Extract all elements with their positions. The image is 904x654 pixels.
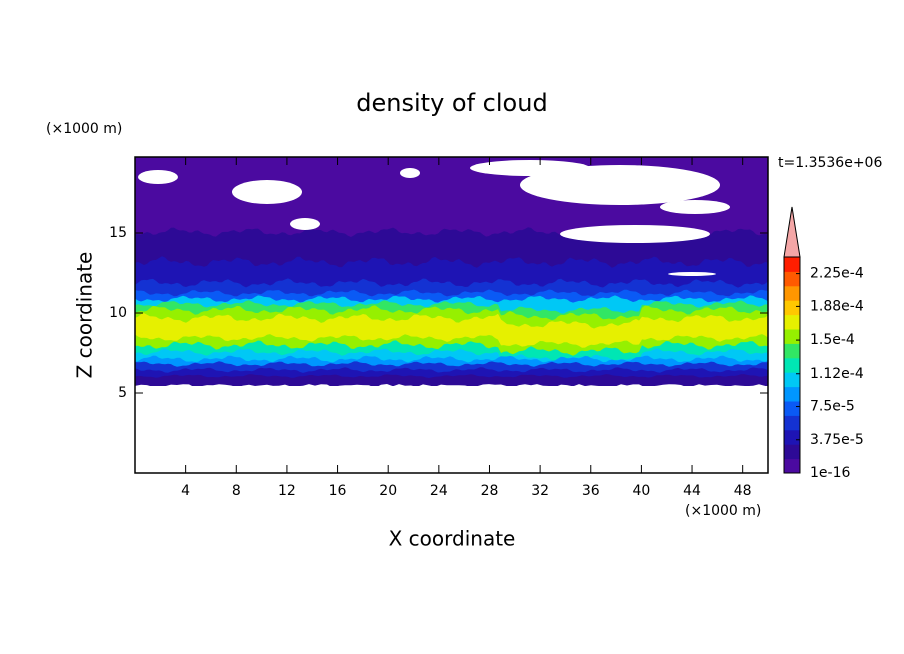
x-tick-label: 44 [683, 483, 701, 499]
colorbar-swatch [784, 357, 800, 373]
x-tick-label: 36 [582, 483, 600, 499]
colorbar-tick-label: 7.5e-5 [810, 399, 855, 415]
x-tick-label: 8 [232, 483, 241, 499]
y-tick-label: 10 [109, 305, 127, 321]
colorbar-swatch [784, 300, 800, 316]
empty-patch [290, 218, 320, 230]
colorbar-tick-label: 1e-16 [810, 465, 850, 481]
empty-region [135, 384, 768, 473]
empty-patch [560, 225, 710, 243]
colorbar-tick-label: 1.5e-4 [810, 332, 855, 348]
colorbar-swatch [784, 429, 800, 445]
empty-patch [660, 200, 730, 214]
plot-frame [134, 156, 769, 474]
colorbar-tick-label: 1.12e-4 [810, 366, 864, 382]
x-unit: (×1000 m) [685, 503, 761, 519]
contour-band [135, 374, 768, 386]
y-axis-label: Z coordinate [73, 252, 97, 379]
x-tick-label: 48 [734, 483, 752, 499]
colorbar-frame [783, 256, 801, 474]
colorbar-swatch [784, 372, 800, 388]
colorbar-swatch [784, 257, 800, 272]
empty-patch [520, 165, 720, 205]
x-tick-label: 20 [379, 483, 397, 499]
colorbar-extend [783, 206, 801, 258]
colorbar-tick-label: 1.88e-4 [810, 298, 864, 314]
x-tick-label: 4 [181, 483, 190, 499]
colorbar-swatch [784, 458, 800, 474]
x-tick-label: 32 [531, 483, 549, 499]
empty-patch [668, 272, 716, 276]
colorbar-swatch [784, 343, 800, 359]
x-tick-label: 24 [430, 483, 448, 499]
y-unit: (×1000 m) [46, 121, 122, 137]
empty-patch [400, 168, 420, 178]
y-tick-label: 15 [109, 225, 127, 241]
colorbar-tick-label: 3.75e-5 [810, 432, 864, 448]
x-axis-label: X coordinate [389, 527, 516, 551]
empty-patch [138, 170, 178, 184]
colorbar-swatch [784, 444, 800, 460]
colorbar-swatch [784, 271, 800, 287]
colorbar-swatch [784, 401, 800, 416]
x-tick-label: 40 [632, 483, 650, 499]
x-tick-label: 12 [278, 483, 296, 499]
colorbar-swatch [784, 329, 800, 344]
colorbar-swatch [784, 415, 800, 431]
y-tick-label: 5 [118, 385, 127, 401]
contour-field [135, 157, 768, 473]
colorbar-swatch [784, 386, 800, 402]
x-tick-label: 16 [329, 483, 347, 499]
colorbar-swatch [784, 285, 800, 301]
empty-patch [232, 180, 302, 204]
colorbar-swatch [784, 314, 800, 330]
chart-title: density of cloud [356, 89, 547, 117]
time-annotation: t=1.3536e+06 [778, 155, 882, 171]
colorbar-tick-label: 2.25e-4 [810, 266, 864, 282]
x-tick-label: 28 [481, 483, 499, 499]
